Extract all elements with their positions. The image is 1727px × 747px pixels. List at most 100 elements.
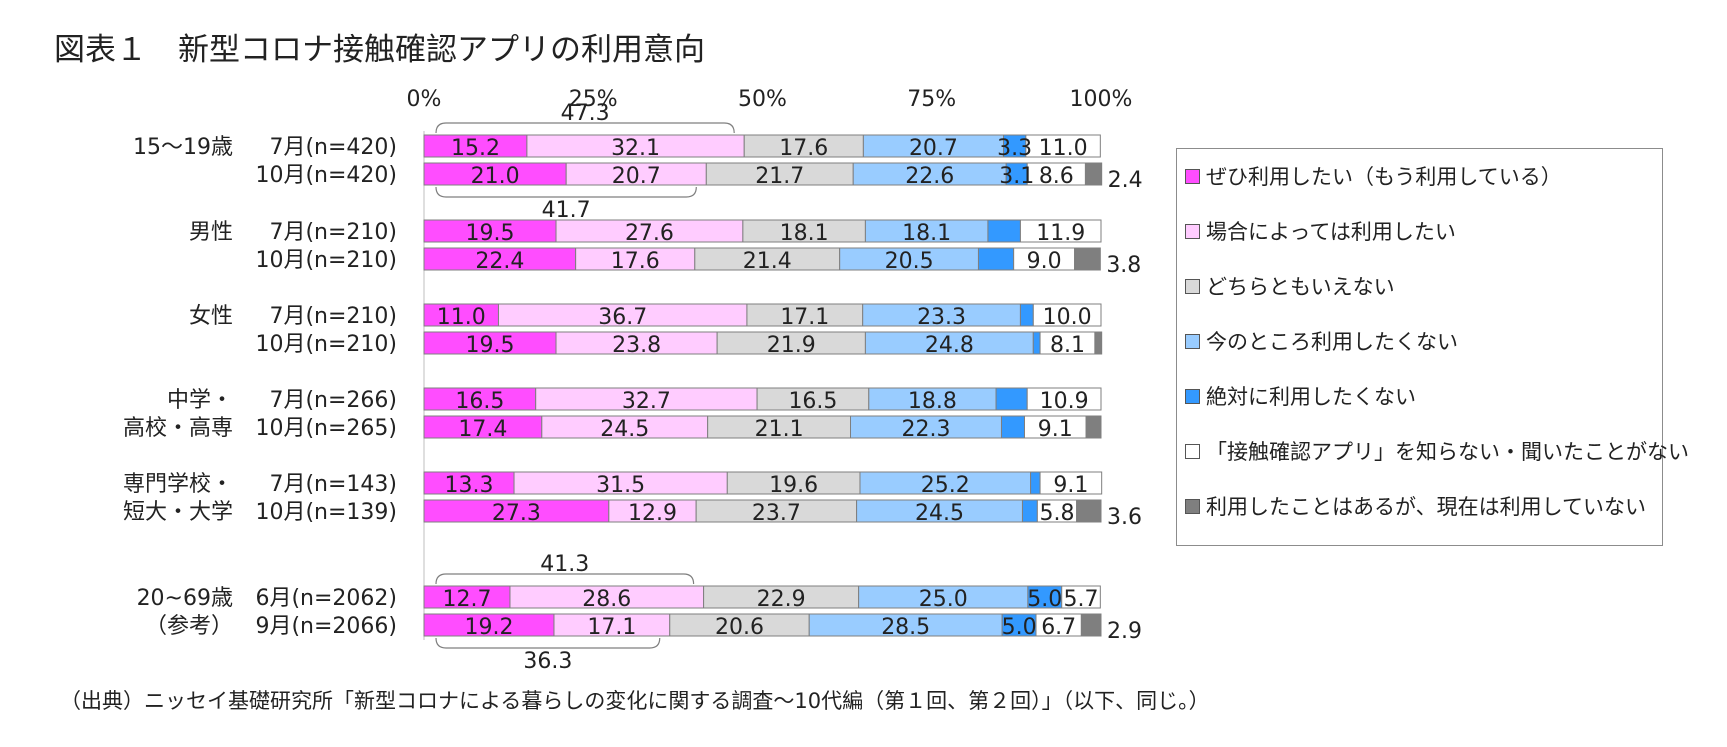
data-label: 19.5 — [466, 221, 515, 246]
legend-swatch — [1185, 223, 1200, 239]
row-label: 10月(n=265) — [255, 416, 397, 441]
bar-segment — [1094, 331, 1103, 355]
data-label: 18.1 — [902, 221, 951, 246]
data-label: 23.7 — [752, 501, 801, 526]
group-label: 高校・高専 — [123, 416, 233, 441]
bar-segment — [987, 219, 1021, 243]
data-label: 25.2 — [921, 473, 970, 498]
row-label: 10月(n=210) — [255, 332, 397, 357]
row-label: 10月(n=210) — [255, 248, 397, 273]
data-label: 9.0 — [1027, 249, 1062, 274]
sum-label: 36.3 — [523, 649, 572, 674]
data-label: 19.5 — [466, 333, 515, 358]
x-tick-label: 25% — [569, 87, 618, 112]
bar-segment — [1039, 471, 1103, 495]
data-label: 18.1 — [780, 221, 829, 246]
data-label: 21.0 — [471, 164, 520, 189]
data-label: 15.2 — [451, 136, 500, 161]
category-labels: 15～19歳 7月(n=420) 10月(n=420) 男性 7月(n=210) 10月(… — [123, 135, 397, 639]
x-tick-label: 0% — [407, 87, 442, 112]
outside-label: 3.8 — [1106, 253, 1141, 278]
bar-segment — [1025, 134, 1101, 158]
data-label: 22.9 — [757, 587, 806, 612]
group-label: 20~69歳 — [137, 586, 233, 611]
legend-label: 絶対に利用したくない — [1206, 385, 1416, 409]
legend-item: どちらともいえない — [1185, 271, 1395, 301]
bar-segment — [1085, 415, 1102, 439]
group-label: 短大・大学 — [123, 500, 233, 525]
data-label: 16.5 — [455, 389, 504, 414]
data-label: 10.9 — [1040, 389, 1089, 414]
x-tick-label: 100% — [1070, 87, 1133, 112]
data-label: 24.5 — [600, 417, 649, 442]
data-label: 20.6 — [715, 615, 764, 640]
row-label: 7月(n=266) — [269, 388, 397, 413]
data-label: 24.8 — [925, 333, 974, 358]
chart-title: 図表１ 新型コロナ接触確認アプリの利用意向 — [54, 32, 705, 68]
bar-segment — [1019, 303, 1034, 327]
sum-label: 47.3 — [561, 101, 610, 126]
data-label: 21.7 — [755, 164, 804, 189]
data-label: 17.1 — [587, 615, 636, 640]
group-label: 女性 — [189, 304, 233, 329]
legend-item: 利用したことはあるが、現在は利用していない — [1185, 491, 1646, 521]
data-label: 28.6 — [582, 587, 631, 612]
data-label: 20.7 — [612, 164, 661, 189]
row-label: 7月(n=210) — [269, 220, 397, 245]
sum-label: 41.7 — [542, 198, 591, 223]
x-tick-label: 75% — [907, 87, 956, 112]
bar-segment — [1030, 471, 1041, 495]
chart-legend: ぜひ利用したい（もう利用している） 場合によっては利用したい どちらともいえない今の… — [1176, 148, 1689, 546]
legend-item: 場合によっては利用したい — [1185, 216, 1456, 246]
legend-label: 今のところ利用したくない — [1206, 330, 1458, 354]
data-label: 17.6 — [611, 249, 660, 274]
row-label: 7月(n=143) — [269, 472, 397, 497]
group-label: 15～19歳 — [133, 135, 233, 160]
bar-segment — [995, 387, 1028, 411]
x-axis: 0% 25% 50% 75% 100% — [407, 87, 1133, 640]
data-label: 6.7 — [1041, 615, 1076, 640]
data-label: 27.3 — [492, 501, 541, 526]
data-label: 16.5 — [788, 389, 837, 414]
data-label: 8.6 — [1039, 164, 1074, 189]
x-tick-label: 50% — [738, 87, 787, 112]
row-label: 9月(n=2066) — [255, 614, 397, 639]
data-label: 5.7 — [1064, 587, 1099, 612]
group-label: 専門学校・ — [123, 472, 233, 497]
row-label: 10月(n=420) — [255, 163, 397, 188]
legend-label: 場合によっては利用したい — [1206, 220, 1456, 244]
legend-label: どちらともいえない — [1206, 275, 1395, 299]
data-label: 27.6 — [625, 221, 674, 246]
data-label: 24.5 — [915, 501, 964, 526]
bar-segment — [1084, 162, 1103, 186]
legend-item: 絶対に利用したくない — [1185, 381, 1416, 411]
sum-label: 41.3 — [540, 552, 589, 577]
data-label: 18.8 — [908, 389, 957, 414]
data-label: 21.1 — [755, 417, 804, 442]
sum-bracket — [435, 122, 735, 134]
data-label: 32.1 — [611, 136, 660, 161]
data-label: 22.4 — [475, 249, 524, 274]
legend-label: 「接触確認アプリ」を知らない・聞いたことがない — [1206, 440, 1689, 464]
data-label: 17.6 — [779, 136, 828, 161]
row-label: 6月(n=2062) — [255, 586, 397, 611]
data-label: 25.0 — [919, 587, 968, 612]
legend-item: ぜひ利用したい（もう利用している） — [1185, 161, 1562, 191]
sum-bracket — [435, 186, 697, 198]
data-label: 17.1 — [780, 305, 829, 330]
sum-bracket — [435, 637, 661, 649]
outside-label: 3.6 — [1107, 505, 1142, 530]
bar-segment — [1076, 499, 1102, 523]
sum-brackets: 47.3 41.7 41.3 36.3 — [435, 101, 735, 674]
data-label: 11.0 — [1039, 136, 1088, 161]
data-label: 28.5 — [881, 615, 930, 640]
bar-segment — [1000, 415, 1025, 439]
legend-swatch — [1185, 278, 1200, 294]
data-label: 3.1 — [999, 164, 1034, 189]
source-note: （出典）ニッセイ基礎研究所「新型コロナによる暮らしの変化に関する調査～10代編（… — [60, 689, 1210, 713]
data-label: 21.9 — [767, 333, 816, 358]
legend-swatch — [1185, 498, 1200, 514]
data-label: 12.9 — [628, 501, 677, 526]
bar-segment — [1021, 499, 1038, 523]
